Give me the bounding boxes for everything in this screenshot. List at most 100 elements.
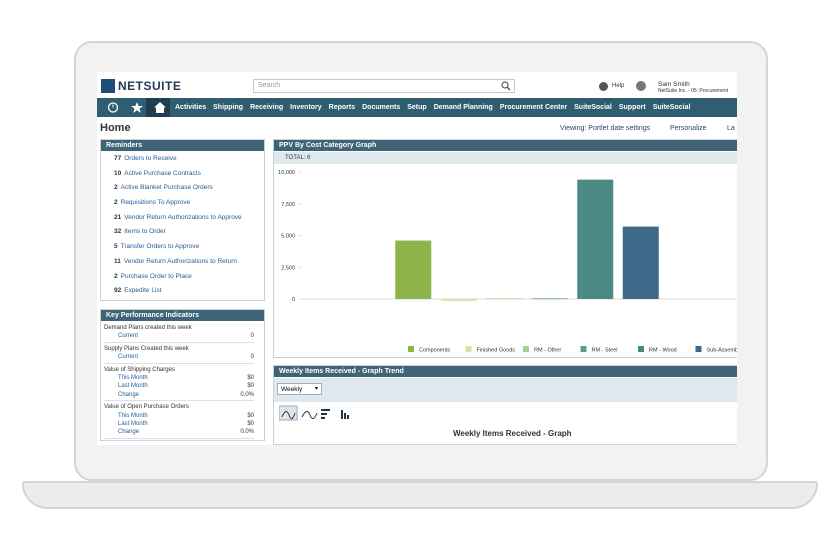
- kpi-group: Supply Plans Created this week Current 0: [104, 345, 254, 364]
- kpi-portlet: [100, 309, 265, 441]
- nav-item[interactable]: Receiving: [250, 104, 284, 111]
- legend-swatch: [695, 346, 702, 352]
- kpi-row: Current 0: [104, 332, 254, 340]
- nav-item[interactable]: SuiteSocial: [652, 104, 691, 111]
- kpi-value: 0: [250, 333, 254, 340]
- legend-swatch: [523, 346, 529, 352]
- kpi-name: Value of Open Purchase Orders: [104, 404, 189, 411]
- reminder-link[interactable]: Vendor Return Authorizations to Approve: [124, 213, 242, 221]
- weekly-title: Weekly Items Received - Graph Trend: [274, 366, 737, 377]
- reminders-list: 77 Orders to Receive 10 Active Purchase Con…: [114, 155, 242, 302]
- search-box[interactable]: Search: [253, 79, 515, 93]
- y-tick-label: 7,500: [281, 202, 295, 208]
- period-select[interactable]: Weekly ▾: [277, 383, 322, 395]
- reminder-link[interactable]: Vendor Return Authorizations to Return: [123, 257, 237, 265]
- kpi-label[interactable]: Current: [118, 354, 139, 361]
- kpi-row: Last Month $0: [104, 420, 254, 428]
- nav-item[interactable]: Demand Planning: [433, 104, 493, 111]
- bar: [531, 298, 568, 300]
- personalize-menu[interactable]: Personalize: [670, 125, 707, 132]
- nav-item[interactable]: Activities: [175, 104, 207, 111]
- nav-item[interactable]: Setup: [407, 104, 427, 111]
- kpi-label[interactable]: This Month: [118, 375, 148, 382]
- user-name[interactable]: Sam Smith: [658, 81, 690, 88]
- logo: NETSUITE: [118, 79, 182, 93]
- reminder-count: 2: [114, 184, 118, 192]
- legend-label: RM - Wood: [649, 348, 677, 354]
- kpi-label[interactable]: Current: [118, 333, 139, 340]
- nav-item[interactable]: Support: [618, 104, 646, 111]
- nav-item[interactable]: Reports: [328, 104, 356, 111]
- reminder-link[interactable]: Purchase Order to Place: [120, 272, 192, 280]
- reminder-row: 2 Active Blanket Purchase Orders: [114, 184, 242, 199]
- legend-label: Components: [419, 348, 450, 354]
- legend-swatch: [408, 346, 414, 352]
- reminder-count: 32: [114, 228, 122, 236]
- kpi-label[interactable]: This Month: [118, 412, 148, 419]
- kpi-name: Supply Plans Created this week: [104, 345, 189, 352]
- user-role: NetSuite Inc. - 05: Procurement: [658, 88, 729, 94]
- kpi-name: Demand Plans created this week: [104, 325, 192, 331]
- nav-menu: Activities Shipping Receiving Inventory Repo…: [175, 98, 690, 117]
- nav-bar: [97, 98, 737, 117]
- reminders-title: Reminders: [101, 140, 264, 151]
- reminder-count: 2: [114, 199, 118, 207]
- kpi-list: Demand Plans created this week Current 0 Su…: [104, 324, 254, 441]
- y-tick-label: 5,000: [281, 234, 295, 240]
- reminder-link[interactable]: Items to Order: [124, 228, 166, 236]
- reminder-link[interactable]: Requisitions To Approve: [120, 199, 191, 207]
- nav-item[interactable]: SuiteSocial: [574, 104, 612, 111]
- kpi-label[interactable]: Last Month: [118, 383, 148, 390]
- bar: [395, 240, 432, 299]
- help-icon[interactable]: [599, 82, 608, 91]
- graph-type-buttons[interactable]: [279, 405, 359, 423]
- reminder-row: 2 Purchase Order to Place: [114, 273, 242, 288]
- help[interactable]: Help: [612, 83, 625, 89]
- screen: NETSUITE Search Help Sam Smith NetSuite …: [97, 72, 737, 445]
- period-value: Weekly: [281, 386, 303, 393]
- y-tick-label: 0: [292, 297, 295, 303]
- legend-swatch: [638, 346, 644, 352]
- kpi-value: 0: [250, 354, 254, 361]
- reminder-link[interactable]: Expedite List: [124, 287, 162, 295]
- nav-item[interactable]: Procurement Center: [499, 104, 568, 111]
- user-avatar: [636, 81, 646, 91]
- nav-item[interactable]: Inventory: [290, 104, 322, 111]
- nav-item[interactable]: Shipping: [213, 104, 244, 111]
- laptop-base: [22, 481, 818, 509]
- reminders-portlet: [100, 139, 265, 301]
- legend-swatch: [465, 346, 472, 352]
- reminder-count: 5: [114, 243, 118, 251]
- ppv-chart: 0 2,500 5,000 7,500 10,000 Components Finished…: [278, 170, 738, 354]
- kpi-label[interactable]: Change: [118, 429, 140, 436]
- reminder-link[interactable]: Active Purchase Contracts: [124, 169, 201, 177]
- reminder-link[interactable]: Transfer Orders to Approve: [120, 243, 200, 251]
- reminder-count: 2: [114, 272, 118, 280]
- y-tick-label: 2,500: [281, 265, 295, 271]
- layout-menu[interactable]: La: [727, 125, 735, 132]
- reminder-row: 21 Vendor Return Authorizations to Approv…: [114, 214, 242, 229]
- kpi-group: Value of Open Purchase Orders This Month $…: [104, 403, 254, 439]
- reminder-count: 10: [114, 169, 122, 177]
- nav-icons: [107, 102, 166, 113]
- viewing-menu[interactable]: Viewing: Portlet date settings: [560, 125, 651, 132]
- legend-label: Finished Goods: [477, 348, 516, 354]
- reminder-row: 92 Expedite List: [114, 287, 242, 302]
- kpi-title: Key Performance Indicators: [101, 310, 264, 321]
- reminder-link[interactable]: Orders to Receive: [124, 155, 177, 162]
- ppv-portlet: [273, 139, 737, 358]
- kpi-value: 0.0%: [240, 429, 254, 436]
- kpi-value: $0: [247, 383, 254, 390]
- legend-label: Sub-Assembly: [707, 348, 738, 354]
- kpi-label[interactable]: Last Month: [118, 421, 148, 428]
- page-title: Home: [100, 122, 131, 134]
- kpi-row: Change 0.0%: [104, 391, 254, 399]
- kpi-row: Change 0.0%: [104, 428, 254, 436]
- nav-item[interactable]: Documents: [362, 104, 401, 111]
- reminder-row: 11 Vendor Return Authorizations to Return: [114, 258, 242, 273]
- kpi-label[interactable]: Change: [118, 391, 140, 398]
- legend-label: RM - Other: [534, 348, 561, 354]
- kpi-value: $0: [247, 412, 254, 419]
- reminder-link[interactable]: Active Blanket Purchase Orders: [120, 184, 213, 192]
- ppv-title: PPV By Cost Category Graph: [274, 140, 737, 151]
